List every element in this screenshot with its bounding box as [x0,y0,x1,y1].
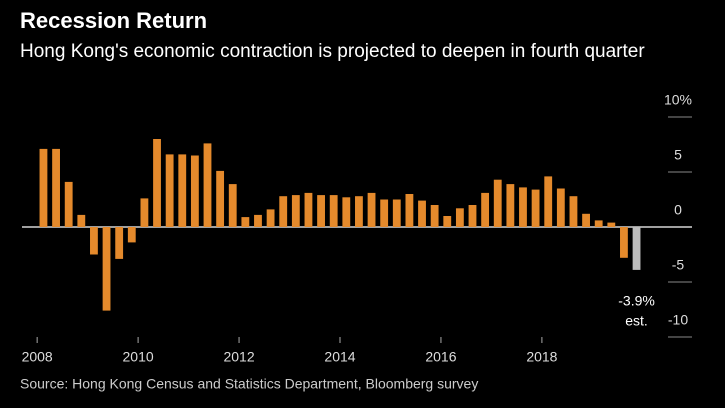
bar [291,195,300,227]
bar [380,199,389,227]
bar [607,222,616,227]
bar [430,205,439,227]
bar [632,227,641,270]
bar [102,227,111,311]
bar [115,227,124,259]
bar [481,192,490,227]
bar [190,155,199,227]
bar [329,195,338,227]
bar [556,188,565,227]
bar [52,148,60,227]
x-tick-label: 2010 [123,349,154,365]
bar [519,187,527,227]
annotation: est. [625,313,648,329]
bar [39,148,48,227]
y-tick-label: -10 [668,312,688,328]
bar [304,192,313,227]
bar [620,227,628,258]
x-tick-label: 2012 [223,349,254,365]
bar [506,184,515,227]
bar [355,196,363,227]
bar [367,192,376,227]
bar [569,196,578,227]
bar [317,195,325,227]
bar [64,181,73,227]
bar [90,227,98,255]
value-label: -3.9% [618,293,655,309]
bar [531,189,540,227]
bar [594,220,603,227]
bar [241,217,250,227]
chart-title: Recession Return [20,8,207,33]
bar [279,196,288,227]
source: Source: Hong Kong Census and Statistics … [20,376,478,392]
y-tick-label: 0 [674,202,682,218]
bar [216,170,225,227]
y-tick-label: -5 [672,257,685,273]
x-tick-label: 2014 [324,349,355,365]
bar [165,154,174,227]
bar [228,184,237,227]
bar [342,197,351,227]
chart-subtitle: Hong Kong's economic contraction is proj… [20,41,645,62]
bar [468,205,477,227]
x-tick-label: 2016 [425,349,456,365]
bar [153,139,161,227]
bar [418,200,426,227]
x-tick-label: 2018 [526,349,557,365]
bar [455,208,464,227]
bar [544,176,553,227]
bar [493,179,502,227]
bar [127,227,136,243]
bar [266,209,275,227]
bar [582,213,590,227]
bar [77,214,86,227]
bar [392,199,401,227]
bar [254,214,262,227]
bar [140,198,149,227]
bar [203,143,212,227]
x-tick-label: 2008 [22,349,53,365]
y-tick-label: 10% [664,92,692,108]
bar [405,194,414,227]
bar [443,216,452,227]
bar [178,154,187,227]
y-tick-label: 5 [674,147,682,163]
